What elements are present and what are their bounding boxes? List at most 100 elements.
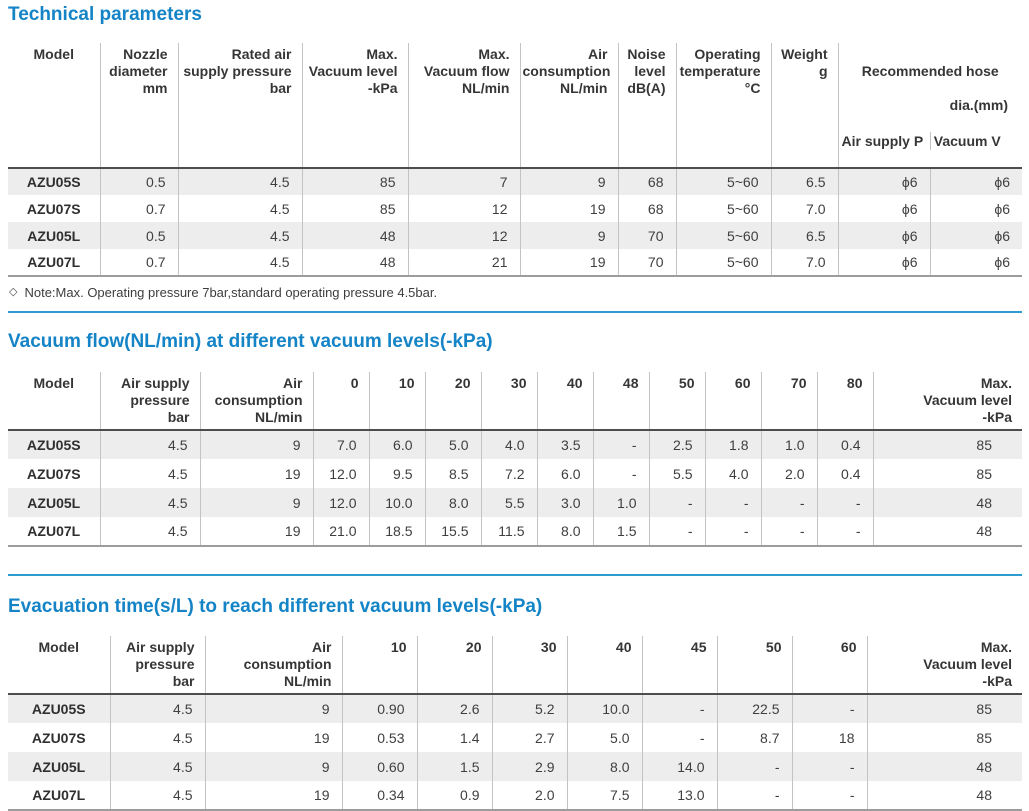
value-cell: 7	[407, 168, 520, 195]
section-vacuum-flow: Vacuum flow(NL/min) at different vacuum …	[8, 331, 1022, 576]
value-cell: 0.53	[341, 723, 417, 752]
value-cell: 5.5	[648, 459, 705, 488]
section-divider	[8, 574, 1022, 576]
column-header-vacuum-level-10: 10	[341, 636, 417, 695]
value-cell: ϕ6	[837, 249, 930, 277]
table-row: AZU07S 4.5 19 0.53 1.4 2.7 5.0-8.7 18 85	[8, 723, 1022, 752]
model-cell: AZU07S	[26, 200, 81, 217]
value-cell: 4.5	[177, 168, 302, 195]
evacuation-time-table: Model Air supply pressure bar Air consum…	[8, 636, 1022, 811]
column-header-vacuum-level-70: 70	[760, 372, 817, 431]
value-cell: 4.5	[99, 430, 200, 459]
subheader-vacuum-v: Vacuum V	[929, 132, 1022, 150]
value-cell: 4.5	[109, 781, 205, 811]
column-header-vacuum-level-60: 60	[704, 372, 761, 431]
table-row: AZU05L 0.5 4.5 48 12 9 70 5~60 6.5 ϕ6 ϕ6	[8, 222, 1022, 249]
value-cell: 0.5	[99, 168, 178, 195]
value-cell: 0.4	[816, 459, 873, 488]
value-cell: 85	[866, 694, 1022, 723]
value-cell: 13.0	[641, 781, 717, 811]
value-cell: 68	[617, 195, 676, 222]
value-cell: 48	[872, 488, 1022, 517]
column-header-air-supply-pressure: Air supply pressure bar	[109, 636, 205, 695]
value-cell: 7.0	[312, 430, 369, 459]
value-cell: 18	[791, 723, 867, 752]
value-cell: 5.2	[491, 694, 567, 723]
technical-parameters-table: Model Nozzle diameter mm Rated air suppl…	[8, 43, 1022, 277]
section-divider	[8, 311, 1022, 313]
model-cell: AZU05L	[27, 227, 81, 244]
value-cell: 19	[204, 723, 342, 752]
value-cell: 5~60	[675, 168, 771, 195]
value-cell: 4.0	[480, 430, 537, 459]
value-cell: 2.9	[491, 752, 567, 781]
model-cell: AZU07L	[8, 517, 100, 547]
model-cell: AZU07S	[26, 465, 81, 482]
value-cell: 70	[617, 249, 676, 277]
table-row: AZU05L 4.5 9 0.60 1.5 2.9 8.0 14.0- -48	[8, 752, 1022, 781]
value-cell: 2.5	[648, 430, 705, 459]
value-cell: 6.0	[536, 459, 593, 488]
value-cell: 1.0	[592, 488, 649, 517]
value-cell: 0.5	[99, 222, 178, 249]
value-cell: -	[592, 459, 649, 488]
value-cell: 1.5	[416, 752, 492, 781]
column-header-noise-level: Noise level dB(A)	[617, 43, 676, 169]
value-cell: -	[760, 517, 817, 547]
hose-subheader-row: Air supply P Vacuum V	[839, 132, 1023, 150]
table-row: AZU05L 4.5 9 12.0 10.0 8.0 5.5 3.0 1.0- - - -48	[8, 488, 1022, 517]
value-cell: 11.5	[480, 517, 537, 547]
value-cell: 7.2	[480, 459, 537, 488]
model-cell: AZU05S	[31, 701, 86, 717]
value-cell: 0.34	[341, 781, 417, 811]
column-header-recommended-hose: Recommended hose dia.(mm) Air supply P V…	[837, 43, 1023, 169]
value-cell: 8.0	[536, 517, 593, 547]
table-row: AZU07S 4.5 19 12.0 9.5 8.5 7.2 6.0-5.5 4.0 2.0 0.4…	[8, 459, 1022, 488]
value-cell: 68	[617, 168, 676, 195]
value-cell: 0.9	[416, 781, 492, 811]
column-header-vacuum-level-40: 40	[566, 636, 642, 695]
column-header-vacuum-level-48: 48	[592, 372, 649, 431]
column-header-max-vacuum-level: Max. Vacuum level -kPa	[301, 43, 408, 169]
value-cell: 4.5	[99, 488, 200, 517]
value-cell: 9	[204, 694, 342, 723]
column-header-vacuum-level-30: 30	[480, 372, 537, 431]
value-cell: 19	[519, 249, 618, 277]
table-body: AZU05S 4.5 9 7.0 6.0 5.0 4.0 3.5-2.5 1.8 1.0 0.4 85…	[8, 430, 1022, 547]
value-cell: 4.5	[177, 249, 302, 277]
column-header-vacuum-level-80: 80	[816, 372, 873, 431]
value-cell: ϕ6	[837, 168, 930, 195]
header-row: Model Air supply pressure bar Air consum…	[8, 372, 1022, 431]
model-cell: AZU05L	[27, 494, 81, 511]
subheader-air-supply-p: Air supply P	[841, 133, 924, 149]
value-cell: -	[648, 488, 705, 517]
value-cell: 8.0	[424, 488, 481, 517]
value-cell: 5.0	[566, 723, 642, 752]
value-cell: 8.5	[424, 459, 481, 488]
value-cell: 3.0	[536, 488, 593, 517]
value-cell: 10.0	[566, 694, 642, 723]
value-cell: 7.0	[770, 249, 838, 277]
column-header-air-consumption: Air consumption NL/min	[519, 43, 618, 169]
value-cell: 9.5	[368, 459, 425, 488]
value-cell: -	[760, 488, 817, 517]
value-cell: -	[791, 781, 867, 811]
value-cell: 2.0	[491, 781, 567, 811]
value-cell: 7.0	[770, 195, 838, 222]
value-cell: 6.5	[770, 168, 838, 195]
column-header-vacuum-level-40: 40	[536, 372, 593, 431]
value-cell: ϕ6	[929, 168, 1022, 195]
column-header-vacuum-level-20: 20	[416, 636, 492, 695]
value-cell: -	[816, 488, 873, 517]
header-row: Model Air supply pressure bar Air consum…	[8, 636, 1022, 695]
value-cell: 0.4	[816, 430, 873, 459]
value-cell: 9	[199, 488, 313, 517]
value-cell: -	[592, 430, 649, 459]
column-header-max-vacuum-flow: Max. Vacuum flow NL/min	[407, 43, 520, 169]
note: ◇ Note:Max. Operating pressure 7bar,stan…	[9, 285, 1022, 300]
column-header-model: Model	[8, 372, 100, 431]
value-cell: 7.5	[566, 781, 642, 811]
model-cell: AZU07L	[8, 249, 100, 277]
value-cell: 12	[407, 222, 520, 249]
value-cell: 12.0	[312, 488, 369, 517]
